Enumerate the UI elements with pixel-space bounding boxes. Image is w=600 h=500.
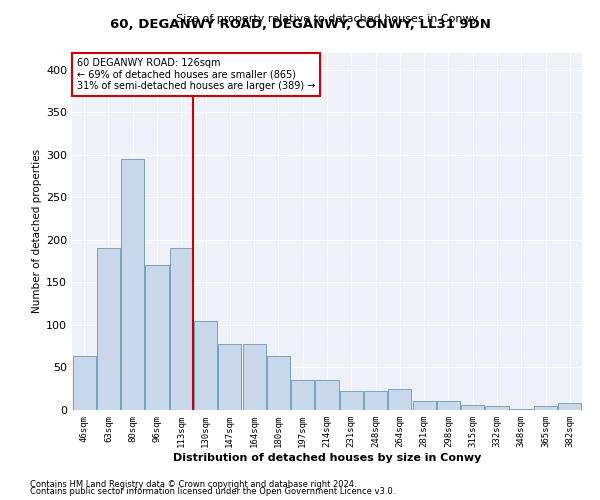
Bar (242, 344, 266, 410)
X-axis label: Distribution of detached houses by size in Conwy: Distribution of detached houses by size … (173, 452, 481, 462)
Bar (316, 380, 338, 410)
Bar (145, 266, 169, 410)
Text: Contains HM Land Registry data © Crown copyright and database right 2024.: Contains HM Land Registry data © Crown c… (30, 480, 356, 489)
Bar (413, 402, 436, 410)
Bar (437, 402, 460, 410)
Bar (485, 406, 509, 410)
Bar (364, 392, 387, 410)
Bar (340, 392, 363, 410)
Bar (388, 388, 412, 410)
Bar (170, 248, 193, 410)
Bar (194, 320, 217, 410)
Title: Size of property relative to detached houses in Conwy: Size of property relative to detached ho… (176, 14, 478, 24)
Text: 60, DEGANWY ROAD, DEGANWY, CONWY, LL31 9DN: 60, DEGANWY ROAD, DEGANWY, CONWY, LL31 9… (110, 18, 490, 30)
Bar (461, 405, 484, 410)
Bar (97, 248, 120, 410)
Bar (510, 409, 533, 410)
Y-axis label: Number of detached properties: Number of detached properties (32, 149, 42, 314)
Text: Contains public sector information licensed under the Open Government Licence v3: Contains public sector information licen… (30, 488, 395, 496)
Bar (73, 356, 95, 410)
Bar (534, 406, 557, 410)
Bar (218, 344, 241, 410)
Text: 60 DEGANWY ROAD: 126sqm
← 69% of detached houses are smaller (865)
31% of semi-d: 60 DEGANWY ROAD: 126sqm ← 69% of detache… (77, 58, 316, 91)
Bar (121, 159, 144, 410)
Bar (559, 403, 581, 410)
Bar (291, 380, 314, 410)
Bar (267, 356, 290, 410)
